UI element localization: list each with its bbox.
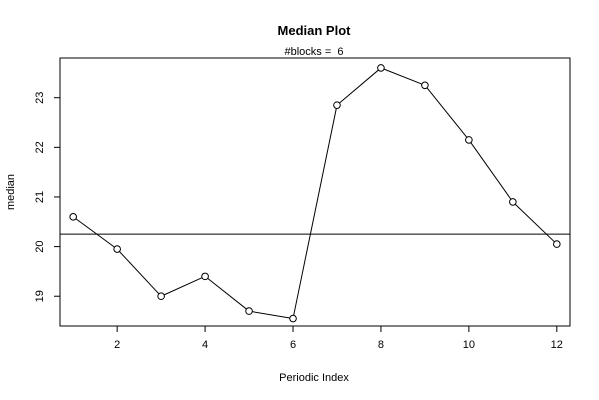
plot-frame xyxy=(59,57,571,327)
series-segment xyxy=(207,278,247,310)
x-tick-label: 12 xyxy=(551,339,563,351)
data-point xyxy=(201,272,209,281)
series-segment xyxy=(163,277,203,296)
y-tick-label: 22 xyxy=(34,141,46,153)
data-point xyxy=(377,64,385,72)
series-segment xyxy=(252,311,290,319)
series-segment xyxy=(470,142,512,200)
series-segment xyxy=(514,203,555,243)
data-point xyxy=(553,240,561,248)
chart-subtitle: #blocks = 6 xyxy=(284,46,343,58)
data-point xyxy=(509,198,517,206)
data-point xyxy=(421,81,429,90)
data-point xyxy=(465,136,473,144)
data-point xyxy=(113,245,121,253)
data-point xyxy=(289,314,297,323)
series-segment xyxy=(383,68,423,85)
series-segment xyxy=(119,251,160,295)
x-tick-label: 2 xyxy=(114,339,120,351)
x-tick-label: 8 xyxy=(378,339,384,351)
y-axis-label: median xyxy=(5,174,17,210)
data-point xyxy=(157,292,165,301)
data-point xyxy=(333,101,341,109)
y-tick-label: 23 xyxy=(34,92,46,104)
series-group xyxy=(69,64,561,323)
series-segment xyxy=(426,87,468,138)
x-tick-label: 10 xyxy=(463,339,475,351)
data-point xyxy=(245,307,253,315)
series-segment xyxy=(339,69,379,104)
y-tick-label: 21 xyxy=(34,191,46,203)
chart-title: Median Plot xyxy=(278,23,352,38)
series-segment xyxy=(293,108,337,316)
y-tick-label: 19 xyxy=(34,290,46,302)
x-axis-label: Periodic Index xyxy=(279,372,349,384)
y-tick-label: 20 xyxy=(34,240,46,252)
x-tick-label: 4 xyxy=(202,339,208,351)
x-tick-label: 6 xyxy=(290,339,296,351)
data-point xyxy=(69,213,77,221)
series-segment xyxy=(75,218,115,248)
axes: 2 4 6 8 10 12 19 20 21 22 23 xyxy=(34,92,563,351)
